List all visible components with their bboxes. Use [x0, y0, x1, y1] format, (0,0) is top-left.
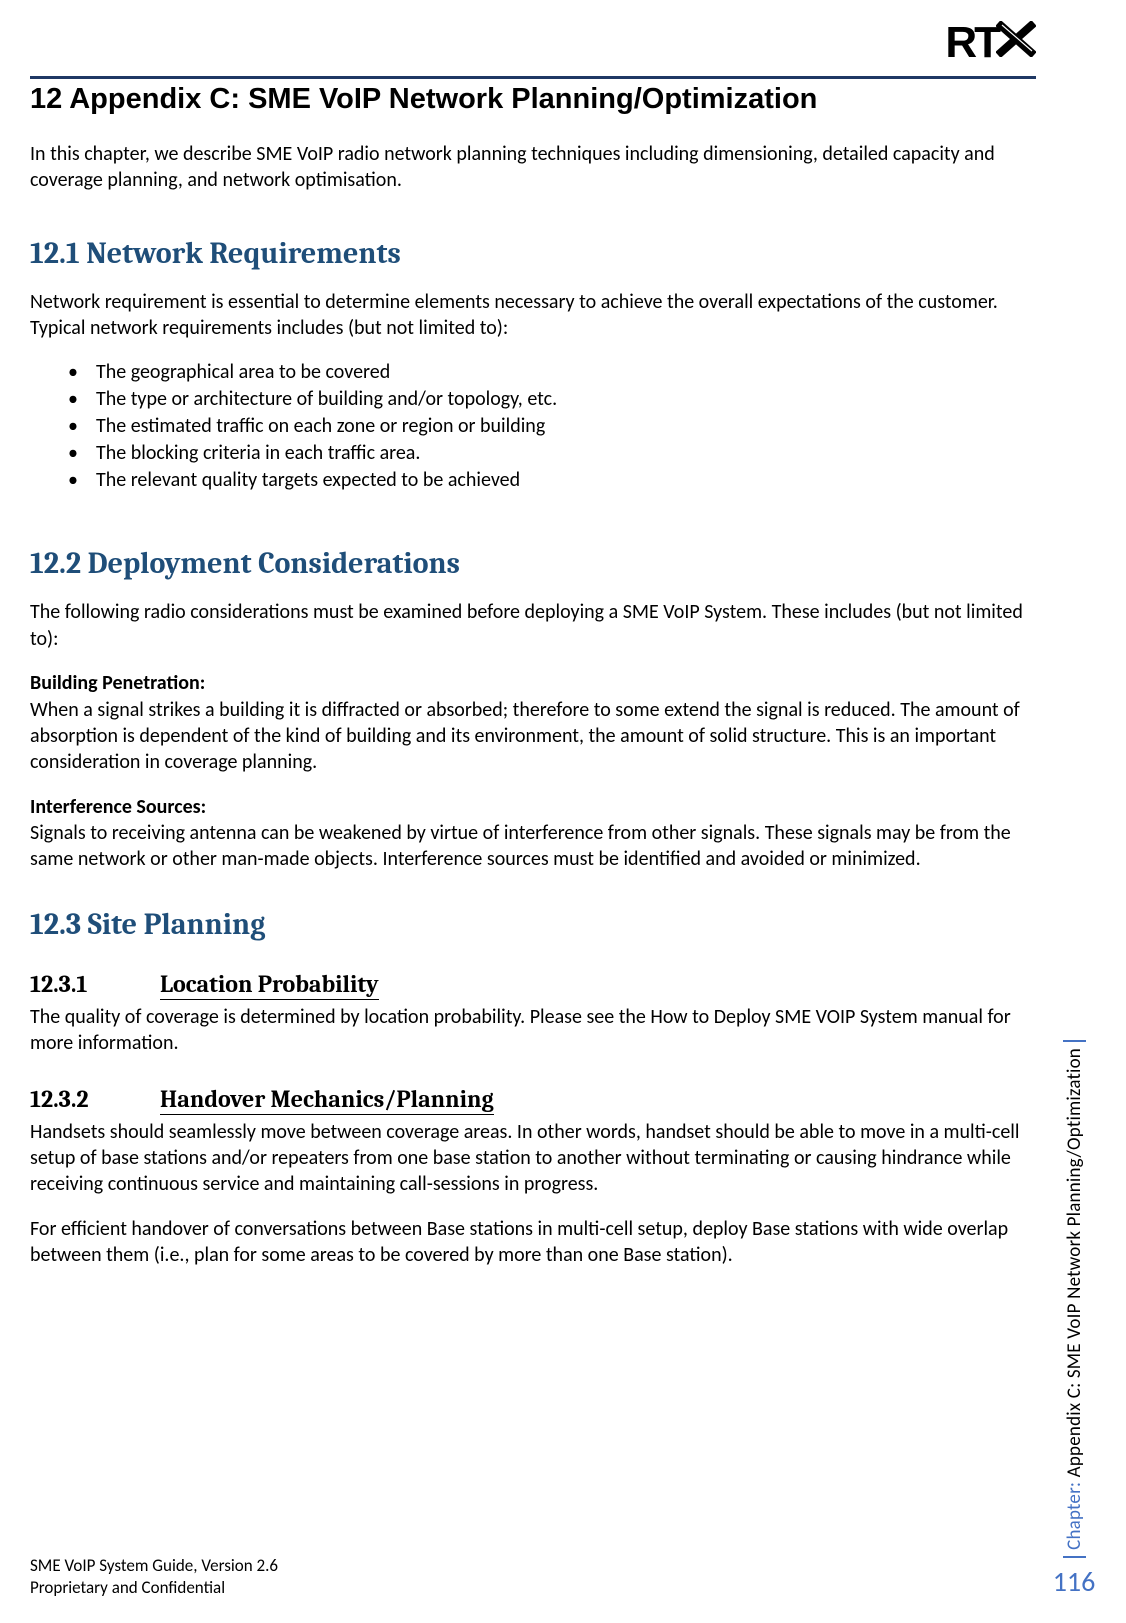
list-item: The geographical area to be covered [68, 359, 1036, 386]
p-12-3-2a: Handsets should seamlessly move between … [30, 1119, 1036, 1198]
is-body: Signals to receiving antenna can be weak… [30, 821, 1011, 871]
page-number: 116 [1053, 1564, 1096, 1599]
page: RT 12 Appendix C: SME VoIP Network Plann… [0, 0, 1126, 1623]
heading-12-3-1: 12.3.1 Location Probability [30, 970, 1036, 1000]
side-tab-box: Chapter: Appendix C: SME VoIP Network Pl… [1063, 1040, 1086, 1558]
list-item: The type or architecture of building and… [68, 386, 1036, 413]
side-chapter-text: Chapter: Appendix C: SME VoIP Network Pl… [1063, 1048, 1086, 1550]
side-chapter-tab: Chapter: Appendix C: SME VoIP Network Pl… [1046, 1040, 1102, 1599]
heading-12-2: 12.2 Deployment Considerations [30, 546, 1036, 581]
heading-12-1: 12.1 Network Requirements [30, 236, 1036, 271]
building-penetration-block: Building Penetration: When a signal stri… [30, 670, 1036, 776]
list-item: The relevant quality targets expected to… [68, 467, 1036, 494]
bp-title: Building Penetration: [30, 671, 205, 695]
chapter-name: Appendix C: SME VoIP Network Planning/Op… [1063, 1048, 1086, 1482]
bullets-12-1: The geographical area to be covered The … [30, 359, 1036, 494]
list-item: The estimated traffic on each zone or re… [68, 413, 1036, 440]
footer-line-1: SME VoIP System Guide, Version 2.6 [30, 1555, 278, 1577]
intro-paragraph: In this chapter, we describe SME VoIP ra… [30, 141, 1036, 194]
heading-1: 12 Appendix C: SME VoIP Network Planning… [30, 82, 1036, 117]
h3-num: 12.3.1 [30, 970, 160, 998]
rtx-logo: RT [945, 18, 1036, 68]
p-12-3-2b: For efficient handover of conversations … [30, 1216, 1036, 1269]
p-12-3-1: The quality of coverage is determined by… [30, 1004, 1036, 1057]
heading-12-3: 12.3 Site Planning [30, 907, 1036, 942]
h3-num: 12.3.2 [30, 1085, 160, 1113]
bp-body: When a signal strikes a building it is d… [30, 698, 1020, 775]
heading-12-3-2: 12.3.2 Handover Mechanics/Planning [30, 1085, 1036, 1115]
list-item: The blocking criteria in each traffic ar… [68, 440, 1036, 467]
is-title: Interference Sources: [30, 795, 206, 819]
logo-x-icon [996, 18, 1036, 68]
h3-title: Location Probability [160, 970, 379, 1000]
interference-sources-block: Interference Sources: Signals to receivi… [30, 794, 1036, 873]
logo-text: RT [945, 18, 998, 68]
h3-title: Handover Mechanics/Planning [160, 1085, 494, 1115]
header-rule [30, 76, 1036, 79]
content-area: 12 Appendix C: SME VoIP Network Planning… [30, 82, 1036, 1287]
p-12-2-intro: The following radio considerations must … [30, 599, 1036, 652]
footer: SME VoIP System Guide, Version 2.6 Propr… [30, 1555, 278, 1599]
chapter-label: Chapter: [1063, 1482, 1086, 1550]
footer-line-2: Proprietary and Confidential [30, 1577, 278, 1599]
p-12-1: Network requirement is essential to dete… [30, 289, 1036, 342]
